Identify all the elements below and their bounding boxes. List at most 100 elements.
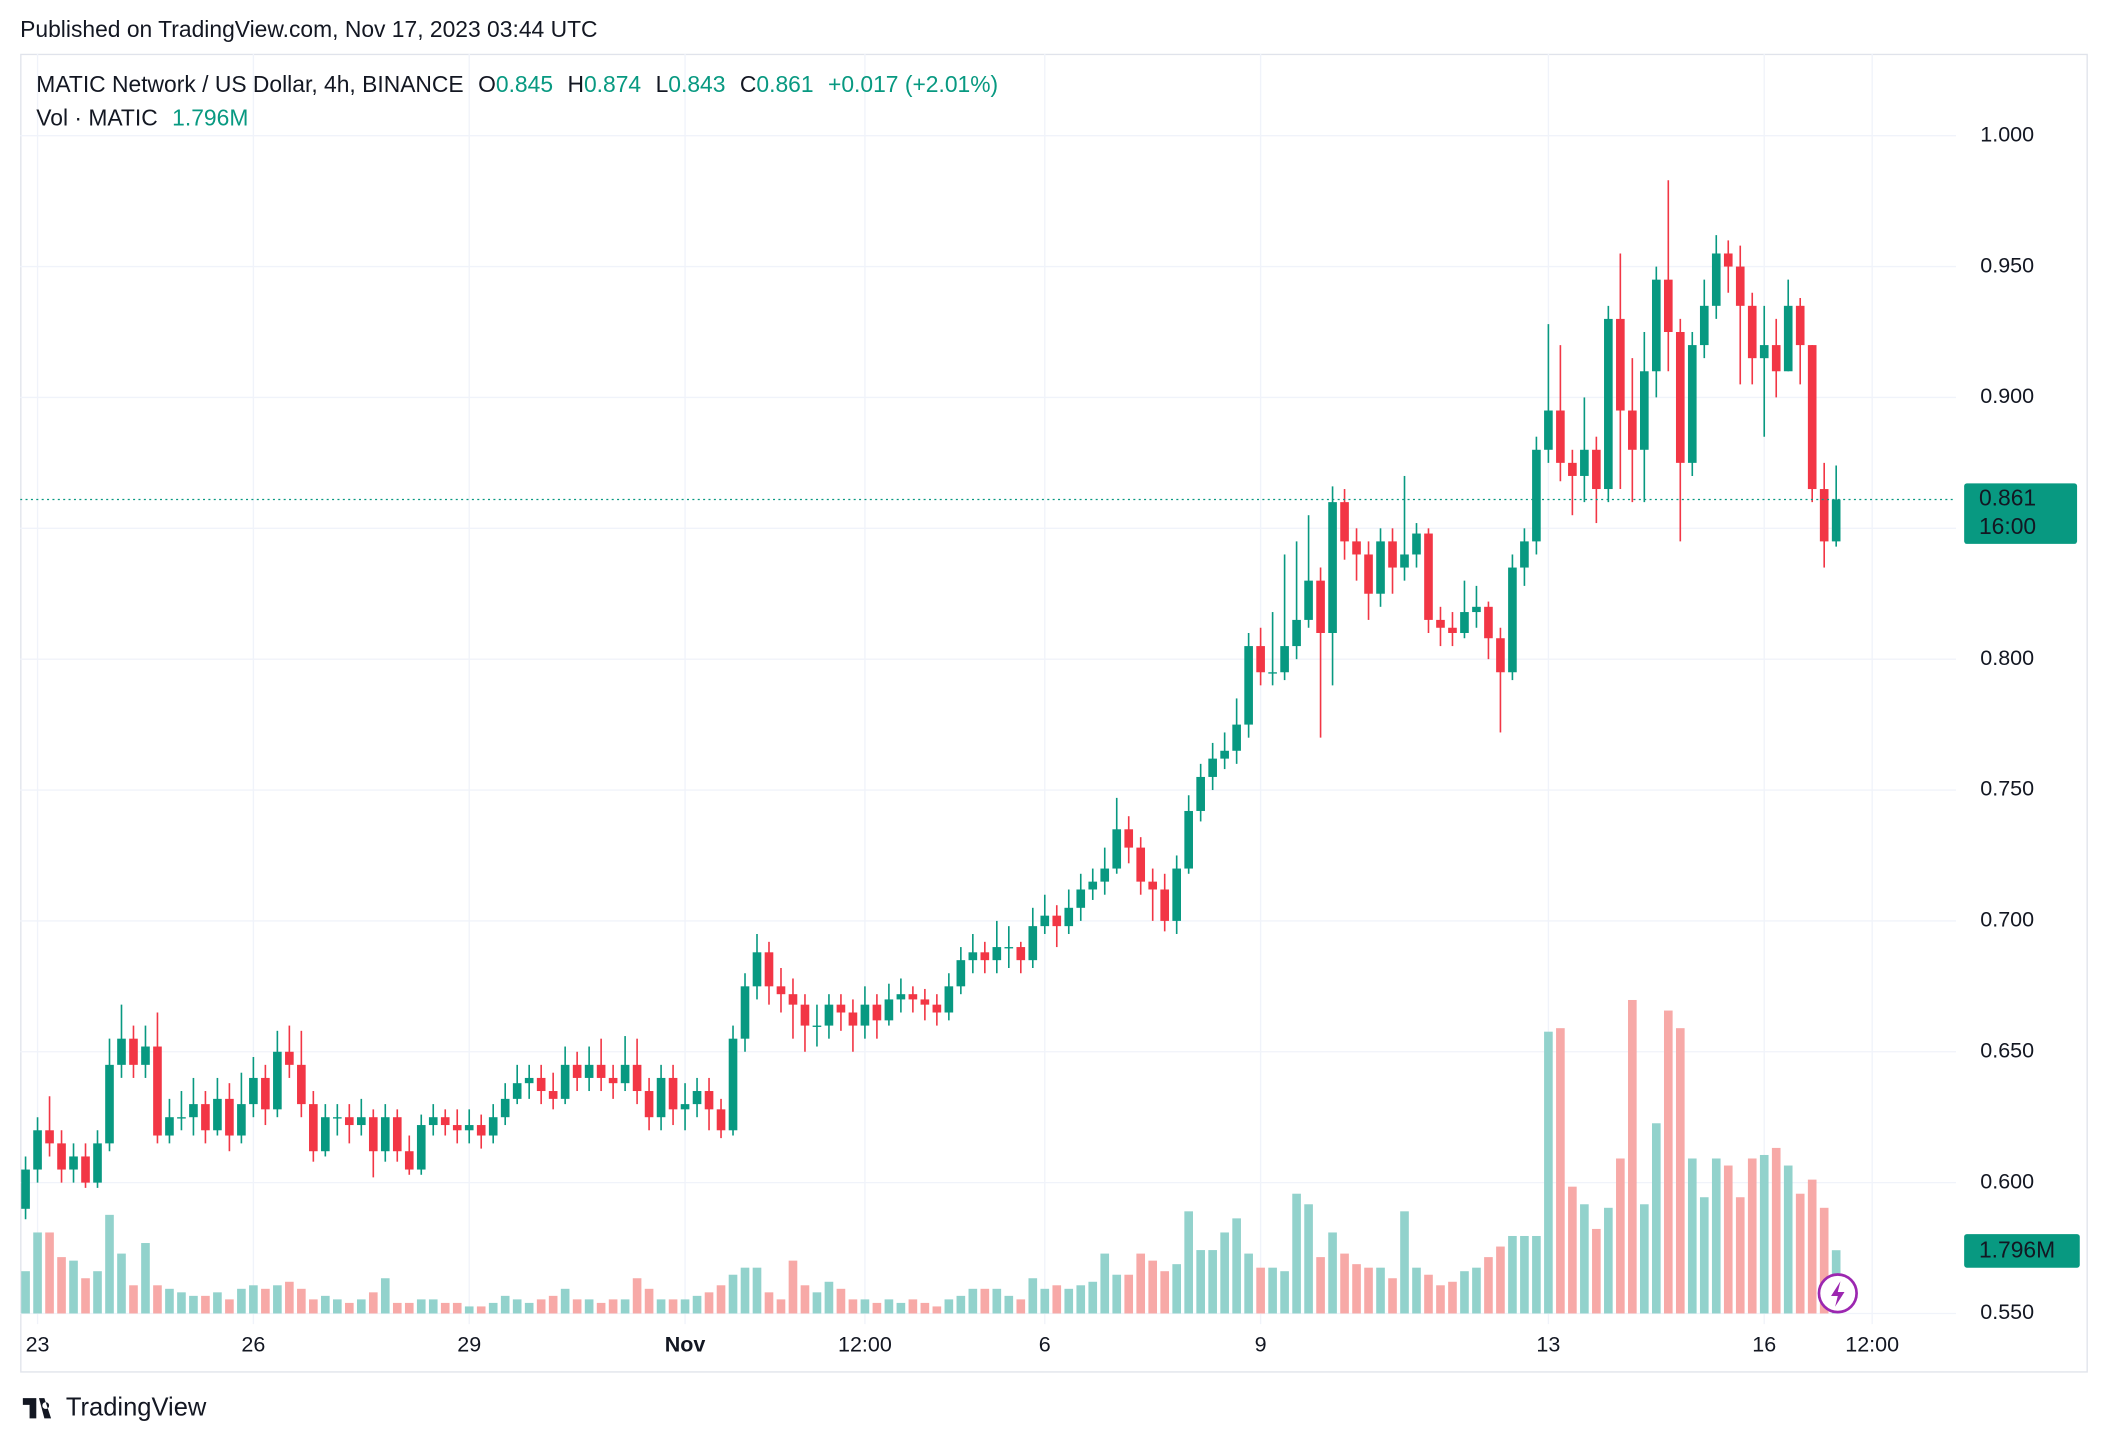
volume-bar [1316, 1257, 1325, 1314]
candle-body [428, 1117, 438, 1126]
volume-bar [1232, 1218, 1241, 1314]
volume-bar [1172, 1264, 1181, 1314]
y-tick-label: 0.700 [1980, 908, 2034, 932]
volume-bar [1532, 1235, 1541, 1314]
candle-body [1663, 279, 1673, 333]
volume-bar [1580, 1204, 1589, 1314]
candle-body [1687, 345, 1697, 463]
symbol: MATIC Network / US Dollar, 4h, BINANCE [36, 71, 463, 97]
candle-body [1520, 541, 1529, 568]
candle-body [1124, 829, 1134, 848]
volume-bar [1711, 1158, 1721, 1314]
candle-body [812, 1025, 822, 1027]
volume-bar [1148, 1260, 1158, 1314]
candle-body [1388, 541, 1397, 568]
volume-bar [1771, 1147, 1781, 1314]
candle-body [165, 1117, 174, 1136]
candle-body [932, 1004, 942, 1013]
candle-body [824, 1004, 834, 1026]
candle-body [896, 994, 906, 1000]
volume-bar [440, 1302, 450, 1314]
candle-body [620, 1064, 630, 1084]
volume-bar [213, 1292, 222, 1314]
volume-bar [1640, 1204, 1649, 1314]
high-label: H [567, 71, 584, 97]
candle-body [572, 1064, 582, 1078]
volume-bar [261, 1288, 270, 1314]
candle-body [1100, 868, 1110, 882]
low-label: L [656, 71, 669, 97]
volume-bar [968, 1288, 978, 1314]
volume-bar [1004, 1295, 1014, 1314]
candle-body [368, 1117, 378, 1152]
volume-bar [1244, 1253, 1253, 1314]
candle-body [1208, 758, 1217, 777]
candle-body [392, 1117, 402, 1152]
candle-body [1640, 371, 1649, 450]
volume-bar [776, 1299, 786, 1314]
candle-body [788, 994, 798, 1005]
volume-bar [1292, 1193, 1301, 1314]
volume-bar [21, 1271, 30, 1314]
candle-body [860, 1004, 870, 1026]
candle-body [356, 1117, 366, 1126]
volume-bar [1759, 1154, 1769, 1314]
candle-body [740, 986, 750, 1039]
candle-body [1496, 638, 1505, 673]
volume-bar [356, 1299, 366, 1314]
candle-body [249, 1077, 258, 1105]
volume-bar [512, 1299, 522, 1314]
candle-body [201, 1104, 210, 1131]
volume-bar [668, 1299, 678, 1314]
candle-body [524, 1077, 534, 1084]
volume-bar [1663, 1010, 1673, 1314]
candle-body [956, 960, 966, 987]
volume-bar [1352, 1264, 1361, 1314]
volume-bar [920, 1302, 930, 1314]
volume-bar [1280, 1271, 1289, 1314]
candle-body [632, 1064, 642, 1092]
volume-bar [1568, 1186, 1577, 1314]
volume-bar [333, 1299, 342, 1314]
candle-body [117, 1038, 126, 1065]
volume-bar [536, 1299, 546, 1314]
candle-body [273, 1051, 282, 1110]
volume-bar [464, 1306, 474, 1314]
volume-bar [992, 1288, 1002, 1314]
volume-title: Vol · MATIC [36, 105, 157, 131]
x-tick-label: 23 [26, 1332, 50, 1356]
candle-body [1628, 410, 1637, 450]
volume-bar [416, 1299, 426, 1314]
candle-body [404, 1151, 414, 1170]
volume-bar [728, 1274, 738, 1314]
volume-bar [404, 1302, 414, 1314]
volume-bar [344, 1302, 354, 1314]
volume-bar [57, 1257, 66, 1314]
candle-body [1316, 580, 1325, 633]
candle-body [81, 1156, 90, 1183]
volume-bar [1484, 1257, 1493, 1314]
candle-body [704, 1091, 714, 1110]
volume-bar [1651, 1123, 1661, 1314]
price-tag-value: 0.861 [1979, 485, 2036, 511]
volume-bar [1016, 1299, 1026, 1314]
volume-bar [1747, 1158, 1757, 1314]
volume-bar [129, 1285, 138, 1314]
candle-body [992, 947, 1002, 961]
volume-bar [1028, 1278, 1038, 1314]
candle-body [1136, 847, 1146, 882]
volume-bar [476, 1306, 486, 1314]
volume-bar [309, 1299, 318, 1314]
volume-bar [177, 1292, 186, 1314]
y-tick-label: 0.950 [1980, 253, 2034, 277]
volume-bar [1628, 999, 1637, 1314]
volume-bar [201, 1295, 210, 1314]
icon-bolt [1831, 1281, 1845, 1307]
close-label: C [740, 71, 757, 97]
candle-body [908, 994, 918, 1000]
volume-bar [596, 1302, 606, 1314]
candle-body [333, 1117, 342, 1119]
candle-body [129, 1038, 138, 1065]
volume-bar [1376, 1267, 1385, 1314]
volume-bar [1364, 1267, 1373, 1314]
